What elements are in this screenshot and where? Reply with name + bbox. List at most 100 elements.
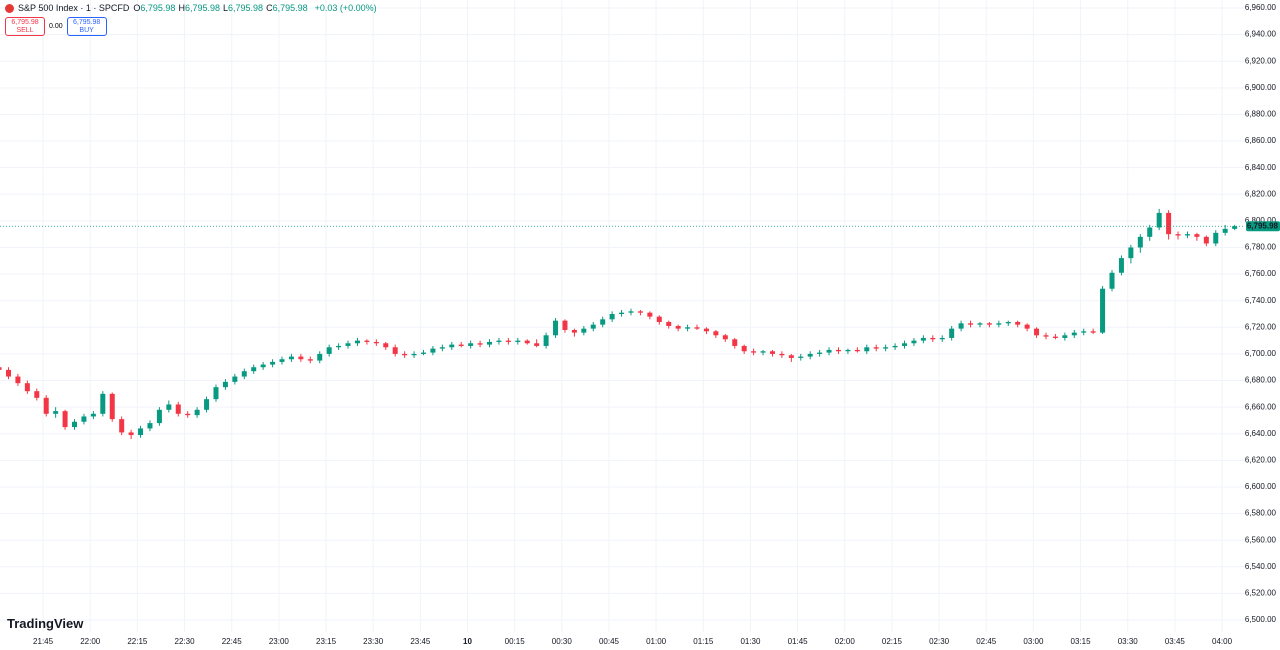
y-tick-label: 6,900.00: [1245, 83, 1277, 92]
candle-body: [628, 311, 634, 313]
buy-label: BUY: [79, 26, 94, 34]
candle-body: [430, 348, 436, 353]
candle-body: [336, 345, 342, 348]
candle-body: [883, 347, 889, 349]
brand-logo[interactable]: TradingView: [7, 616, 84, 631]
candle-body: [175, 404, 181, 414]
candle-body: [166, 404, 172, 410]
x-tick-label: 22:00: [80, 637, 101, 646]
candle-body: [1071, 332, 1077, 336]
stat-key: C: [266, 3, 273, 13]
stat-value: 6,795.98: [228, 3, 264, 13]
y-tick-label: 6,560.00: [1245, 535, 1277, 544]
x-tick-label: 01:00: [646, 637, 667, 646]
candle-body: [807, 353, 813, 357]
candle-body: [911, 340, 917, 344]
y-tick-label: 6,600.00: [1245, 482, 1277, 491]
stat-key: O: [133, 3, 141, 13]
candle-body: [1232, 226, 1238, 229]
x-tick-label: 03:45: [1165, 637, 1186, 646]
candle-body: [1175, 234, 1181, 236]
ohlc-stat: L6,795.98: [223, 3, 263, 13]
y-tick-label: 6,820.00: [1245, 189, 1277, 198]
x-tick-label: 22:30: [175, 637, 196, 646]
candle-body: [619, 312, 625, 315]
candle-body: [609, 314, 615, 320]
x-tick-label: 02:15: [882, 637, 903, 646]
candle-body: [515, 340, 521, 342]
candle-body: [741, 345, 747, 352]
y-tick-label: 6,860.00: [1245, 136, 1277, 145]
candle-body: [1043, 335, 1049, 337]
buy-button[interactable]: 6,795.98 BUY: [66, 17, 107, 36]
y-tick-label: 6,780.00: [1245, 243, 1277, 252]
candle-body: [260, 364, 266, 368]
candle-body: [939, 337, 945, 340]
candle-body: [524, 340, 530, 344]
candle-body: [1005, 321, 1011, 324]
candle-body: [53, 411, 59, 414]
candle-body: [666, 321, 672, 326]
candle-body: [204, 399, 210, 410]
candle-body: [373, 341, 379, 344]
candle-body: [675, 325, 681, 329]
x-tick-label: 10: [463, 637, 472, 646]
stat-key: L: [223, 3, 229, 13]
y-tick-label: 6,620.00: [1245, 455, 1277, 464]
symbol-icon: [5, 3, 14, 13]
sell-button[interactable]: 6,795.98 SELL: [5, 17, 45, 36]
candle-body: [1213, 232, 1219, 244]
x-tick-label: 23:45: [410, 637, 431, 646]
x-tick-label: 03:30: [1118, 637, 1139, 646]
candle-body: [751, 351, 757, 353]
x-tick-label: 23:00: [269, 637, 290, 646]
candle-body: [769, 351, 775, 354]
ohlc-stats: O6,795.98 H6,795.98 L6,795.98 C6,795.98: [133, 3, 310, 13]
candle-body: [996, 323, 1002, 325]
candle-body: [477, 343, 483, 345]
stat-key: H: [178, 3, 185, 13]
candle-body: [647, 312, 653, 317]
candle-body: [864, 347, 870, 352]
candle-body: [156, 409, 162, 424]
x-tick-label: 23:30: [363, 637, 384, 646]
symbol-title[interactable]: S&P 500 Index · 1 · SPCFD: [18, 3, 130, 13]
candle-body: [279, 359, 285, 362]
candle-body: [147, 423, 153, 429]
y-tick-label: 6,720.00: [1245, 322, 1277, 331]
candle-body: [1024, 324, 1030, 329]
candle-body: [241, 371, 247, 377]
candle-body: [34, 391, 40, 398]
candle-body: [1109, 272, 1115, 289]
candle-body: [788, 355, 794, 358]
candle-body: [637, 311, 643, 313]
candle-body: [958, 323, 964, 329]
candle-body: [713, 331, 719, 336]
x-tick-label: 00:45: [599, 637, 620, 646]
candle-body: [1052, 336, 1058, 338]
candle-body: [138, 428, 144, 436]
candle-body: [270, 361, 276, 365]
y-tick-label: 6,840.00: [1245, 163, 1277, 172]
candle-body: [826, 349, 832, 353]
candle-body: [109, 393, 115, 420]
candle-body: [685, 327, 691, 329]
ohlc-stat: O6,795.98: [133, 3, 175, 13]
candle-body: [930, 337, 936, 340]
candle-body: [977, 323, 983, 325]
candle-body: [1137, 236, 1143, 248]
candle-body: [1184, 234, 1190, 236]
candle-body: [420, 352, 426, 354]
candle-body: [90, 413, 96, 417]
stat-value: 6,795.98: [184, 3, 220, 13]
candle-body: [0, 367, 2, 370]
candle-body: [468, 343, 474, 346]
x-tick-label: 22:45: [222, 637, 243, 646]
candle-body: [81, 416, 87, 422]
x-tick-label: 02:00: [835, 637, 856, 646]
candle-body: [345, 343, 351, 346]
candle-body: [968, 323, 974, 325]
candle-body: [986, 323, 992, 325]
